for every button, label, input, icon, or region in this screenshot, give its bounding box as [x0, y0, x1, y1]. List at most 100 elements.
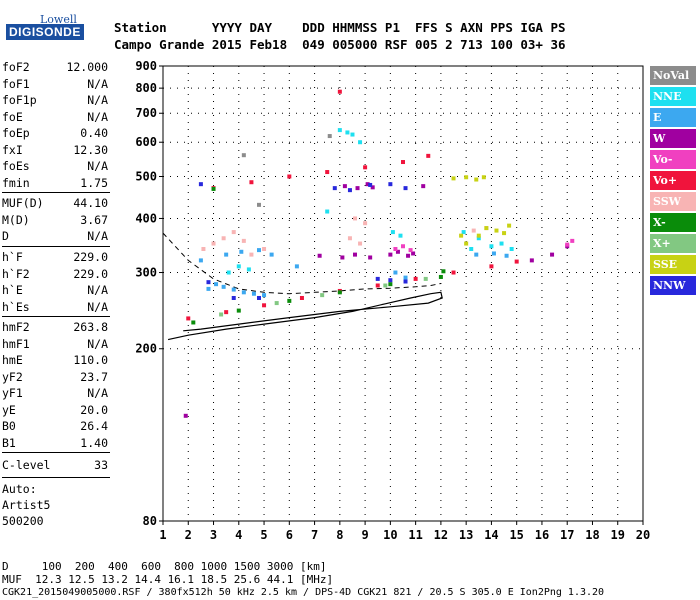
param-value: 12.30 [73, 142, 108, 157]
point-e [198, 258, 203, 263]
point-w [317, 253, 322, 258]
point-ssw [471, 228, 476, 233]
param-row-foe: foE N/A [2, 110, 108, 125]
param-name: hmF2 [2, 320, 30, 334]
param-row-yf1: yF1 N/A [2, 386, 108, 401]
param-row-fof1: foF1 N/A [2, 77, 108, 92]
param-value: N/A [87, 76, 108, 91]
point-nnw [347, 188, 352, 193]
point-noval [327, 134, 332, 139]
point-vo [408, 248, 413, 253]
point-noval [241, 153, 246, 158]
point-nne [390, 230, 395, 235]
point-ssw [363, 221, 368, 226]
param-value: 1.40 [80, 435, 108, 450]
point-e [257, 248, 261, 253]
x-tick-label: 20 [636, 528, 650, 542]
point-e [241, 290, 246, 295]
param-row-hf: h`F 229.0 [2, 250, 108, 265]
legend-item-nnw: NNW [650, 276, 696, 295]
point-x [191, 320, 196, 325]
separator [2, 246, 110, 247]
y-tick-label: 900 [135, 59, 157, 73]
param-name: MUF(D) [2, 196, 44, 210]
param-value: N/A [87, 93, 108, 107]
param-row-d: D N/A [2, 229, 108, 244]
point-e [206, 286, 211, 291]
param-name: h`F2 [2, 266, 30, 281]
point-x [320, 293, 325, 298]
legend-item-vo: Vo- [650, 150, 696, 169]
point-w [550, 252, 555, 257]
param-name: h`E [2, 283, 23, 297]
y-tick-label: 600 [135, 135, 157, 149]
x-tick-label: 12 [434, 528, 448, 542]
point-ssw [201, 246, 206, 251]
param-value: 23.7 [80, 369, 108, 384]
point-e [393, 270, 398, 275]
param-name: yE [2, 402, 16, 417]
point-nne [461, 230, 466, 235]
logo-product-text: DIGISONDE [6, 24, 84, 40]
point-vo [375, 283, 380, 288]
header-values: Campo Grande 2015 Feb18 049 005000 RSF 0… [114, 37, 566, 52]
param-row-md: M(D) 3.67 [2, 213, 108, 228]
point-nnw [206, 280, 211, 285]
point-w [368, 255, 373, 260]
param-row-b1: B1 1.40 [2, 436, 108, 451]
x-tick-label: 10 [383, 528, 397, 542]
point-sse [481, 175, 486, 180]
x-tick-label: 11 [408, 528, 422, 542]
y-tick-label: 300 [135, 266, 157, 280]
point-w [365, 182, 370, 187]
point-vo [287, 174, 292, 179]
point-e [403, 275, 408, 280]
point-sse [459, 233, 464, 238]
x-tick-label: 15 [509, 528, 523, 542]
point-vo [401, 244, 405, 249]
plot-frame [162, 65, 644, 522]
x-tick-label: 3 [210, 528, 217, 542]
param-value: 44.10 [73, 196, 108, 210]
x-tick-label: 19 [611, 528, 625, 542]
point-nnw [231, 295, 236, 300]
param-value: N/A [87, 229, 108, 243]
point-ssw [249, 252, 254, 257]
legend-item-sse: SSE [650, 255, 696, 274]
footer-distances: D 100 200 400 600 800 1000 1500 3000 [km… [2, 560, 327, 573]
param-row-fof2: foF2 12.000 [2, 60, 108, 75]
point-x [383, 283, 388, 288]
param-value: N/A [87, 283, 108, 297]
x-tick-label: 7 [311, 528, 318, 542]
legend-item-ssw: SSW [650, 192, 696, 211]
point-x [423, 276, 428, 281]
header-labels: Station YYYY DAY DDD HHMMSS P1 FFS S AXN… [114, 20, 566, 35]
legend-item-x: X+ [650, 234, 696, 253]
point-w [421, 184, 426, 189]
point-vo [186, 316, 191, 321]
point-nnw [368, 182, 373, 187]
x-tick-label: 14 [484, 528, 498, 542]
param-row-hes: h`Es N/A [2, 300, 108, 315]
point-e [474, 252, 479, 257]
point-w [388, 252, 393, 257]
point-nne [246, 267, 251, 272]
point-vo [570, 238, 575, 243]
point-ssw [347, 236, 352, 241]
param-row-foep: foEp 0.40 [2, 126, 108, 141]
point-vo [325, 170, 330, 175]
point-nnw [198, 182, 203, 187]
legend-item-nne: NNE [650, 87, 696, 106]
point-nne [325, 209, 330, 214]
point-vo [451, 270, 456, 275]
param-name: fxI [2, 142, 23, 157]
point-x [438, 274, 443, 279]
point-w [340, 255, 345, 260]
x-tick-label: 16 [535, 528, 549, 542]
point-w [395, 249, 400, 254]
point-sse [474, 177, 479, 182]
point-ssw [221, 236, 226, 241]
param-row-fof1p: foF1p N/A [2, 93, 108, 108]
y-tick-label: 800 [135, 81, 157, 95]
